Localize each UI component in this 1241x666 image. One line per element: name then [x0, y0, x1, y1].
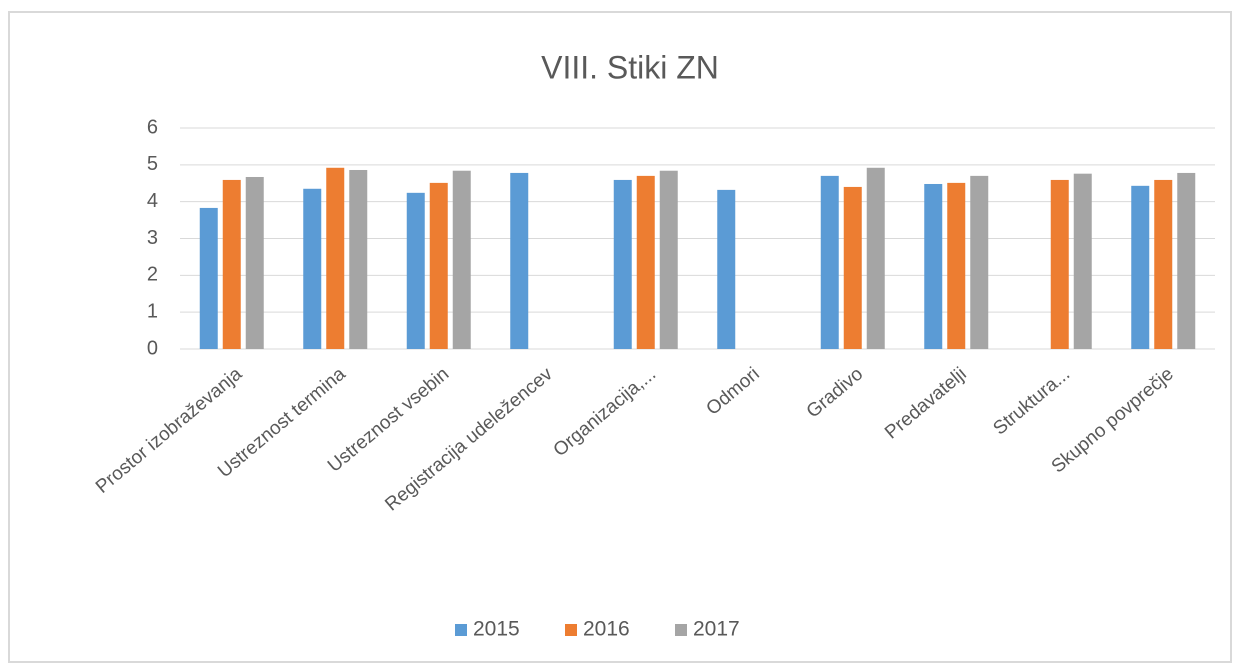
legend-swatch — [675, 624, 687, 636]
y-tick-label: 6 — [147, 116, 158, 138]
bar — [636, 175, 655, 349]
legend-swatch — [565, 624, 577, 636]
bar — [1154, 179, 1173, 349]
y-tick-label: 3 — [147, 227, 158, 249]
bar — [613, 179, 632, 349]
chart-title: VIII. Stiki ZN — [541, 49, 719, 85]
bar — [406, 192, 425, 349]
bar — [349, 169, 368, 349]
y-tick-label: 4 — [147, 190, 158, 212]
bar — [303, 188, 322, 349]
bar — [245, 176, 264, 349]
bar — [866, 167, 885, 349]
legend-label: 2015 — [473, 618, 520, 641]
bar — [843, 186, 862, 349]
bar — [970, 175, 989, 349]
bar — [222, 179, 241, 349]
bar — [1050, 179, 1069, 349]
bar — [429, 182, 448, 349]
bar — [659, 170, 678, 349]
legend-swatch — [455, 624, 467, 636]
y-tick-label: 1 — [147, 300, 158, 322]
bar — [452, 170, 471, 349]
bar — [1073, 173, 1092, 349]
y-tick-label: 5 — [147, 153, 158, 175]
bar — [820, 175, 839, 349]
bar — [510, 172, 529, 349]
bar — [326, 167, 345, 349]
y-tick-label: 0 — [147, 337, 158, 359]
bar — [199, 207, 218, 349]
legend-label: 2017 — [693, 618, 740, 641]
bar — [717, 189, 736, 349]
bar — [924, 183, 943, 349]
y-tick-label: 2 — [147, 264, 158, 286]
legend-label: 2016 — [583, 618, 630, 641]
bar — [1177, 172, 1196, 349]
bar — [947, 182, 966, 349]
bar — [1131, 185, 1150, 349]
